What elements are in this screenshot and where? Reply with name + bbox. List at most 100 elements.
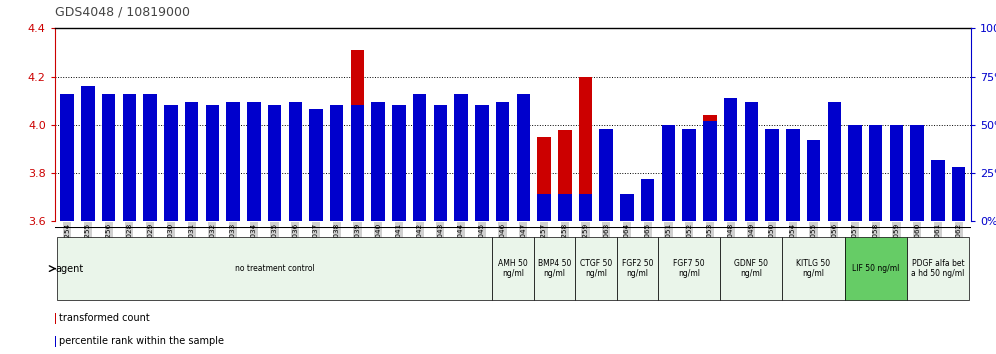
Bar — [372, 102, 384, 221]
Bar — [579, 76, 593, 221]
Bar — [828, 102, 841, 221]
Text: GDS4048 / 10819000: GDS4048 / 10819000 — [55, 5, 190, 18]
Bar — [765, 129, 779, 221]
Bar — [745, 108, 758, 221]
Bar — [226, 102, 240, 221]
Bar — [517, 94, 530, 221]
Bar — [496, 102, 509, 221]
Bar — [351, 105, 365, 221]
Text: AMH 50
ng/ml: AMH 50 ng/ml — [498, 259, 528, 278]
Bar — [621, 214, 633, 221]
Bar — [537, 137, 551, 221]
Bar — [517, 108, 530, 221]
Bar — [55, 313, 57, 324]
Bar — [828, 108, 841, 221]
Bar — [910, 125, 924, 221]
Bar — [268, 105, 281, 221]
Bar — [558, 130, 572, 221]
Bar — [143, 94, 157, 221]
Bar — [931, 160, 944, 221]
Bar — [952, 167, 965, 221]
Bar — [661, 125, 675, 221]
Bar — [745, 102, 758, 221]
Bar — [703, 115, 717, 221]
Bar — [82, 108, 95, 221]
Text: percentile rank within the sample: percentile rank within the sample — [60, 336, 224, 346]
Bar — [558, 194, 572, 221]
Bar — [849, 127, 862, 221]
Bar — [164, 156, 177, 221]
Bar — [786, 129, 800, 221]
Bar — [247, 159, 261, 221]
Bar — [164, 105, 177, 221]
Bar — [807, 154, 821, 221]
Bar — [783, 237, 845, 301]
Bar — [869, 125, 882, 221]
Text: FGF2 50
ng/ml: FGF2 50 ng/ml — [622, 259, 653, 278]
Bar — [123, 94, 136, 221]
Bar — [268, 171, 281, 221]
Bar — [786, 132, 800, 221]
Bar — [330, 183, 344, 221]
Bar — [845, 237, 906, 301]
Bar — [309, 109, 323, 221]
Bar — [330, 105, 344, 221]
Bar — [724, 108, 737, 221]
Bar — [724, 98, 737, 221]
Bar — [910, 125, 924, 221]
Bar — [102, 122, 116, 221]
Bar — [392, 161, 405, 221]
Bar — [413, 115, 426, 221]
Bar — [351, 50, 365, 221]
Bar — [849, 125, 862, 221]
Bar — [931, 173, 944, 221]
Bar — [82, 86, 95, 221]
Bar — [682, 130, 696, 221]
Text: no treatment control: no treatment control — [235, 264, 315, 273]
Bar — [658, 237, 720, 301]
Bar — [57, 237, 492, 301]
Bar — [289, 156, 302, 221]
Bar — [661, 125, 675, 221]
Bar — [61, 94, 74, 221]
Bar — [475, 105, 489, 221]
Bar — [185, 151, 198, 221]
Bar — [413, 94, 426, 221]
Bar — [372, 144, 384, 221]
Bar — [475, 178, 489, 221]
Text: PDGF alfa bet
a hd 50 ng/ml: PDGF alfa bet a hd 50 ng/ml — [911, 259, 964, 278]
Bar — [205, 173, 219, 221]
Text: KITLG 50
ng/ml: KITLG 50 ng/ml — [797, 259, 831, 278]
Bar — [537, 194, 551, 221]
Bar — [641, 179, 654, 221]
Bar — [454, 113, 468, 221]
Bar — [247, 102, 261, 221]
Bar — [600, 129, 613, 221]
Text: GDNF 50
ng/ml: GDNF 50 ng/ml — [734, 259, 768, 278]
Bar — [123, 108, 136, 221]
Bar — [492, 237, 534, 301]
Bar — [641, 183, 654, 221]
Bar — [433, 183, 447, 221]
Bar — [720, 237, 783, 301]
Bar — [600, 132, 613, 221]
Bar — [579, 194, 593, 221]
Bar — [433, 105, 447, 221]
Bar — [703, 121, 717, 221]
Text: CTGF 50
ng/ml: CTGF 50 ng/ml — [580, 259, 612, 278]
Text: agent: agent — [55, 264, 84, 274]
Bar — [952, 178, 965, 221]
Bar — [61, 120, 74, 221]
Bar — [621, 194, 633, 221]
Text: FGF7 50
ng/ml: FGF7 50 ng/ml — [673, 259, 705, 278]
Bar — [289, 102, 302, 221]
Bar — [682, 129, 696, 221]
Bar — [185, 102, 198, 221]
Bar — [534, 237, 575, 301]
Bar — [55, 336, 57, 347]
Bar — [226, 171, 240, 221]
Bar — [392, 105, 405, 221]
Bar — [869, 125, 882, 221]
Bar — [454, 94, 468, 221]
Bar — [496, 159, 509, 221]
